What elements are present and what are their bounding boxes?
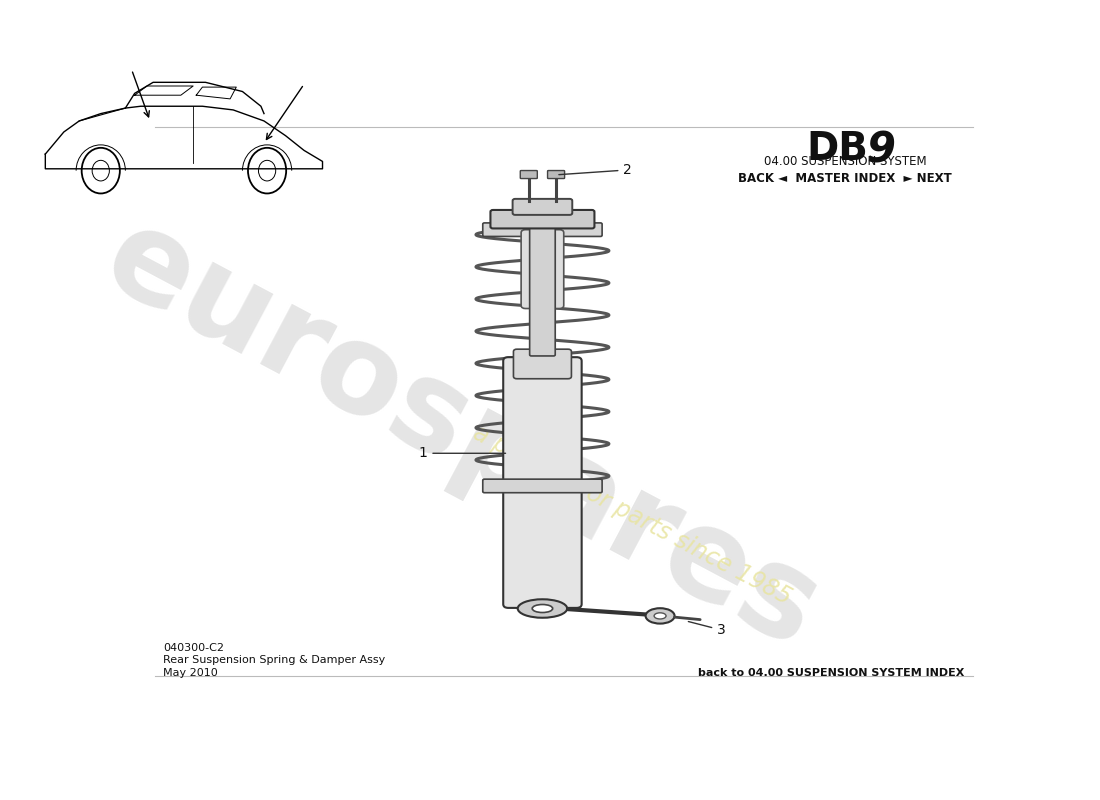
FancyBboxPatch shape bbox=[521, 230, 563, 309]
Ellipse shape bbox=[654, 613, 666, 619]
FancyBboxPatch shape bbox=[548, 170, 564, 178]
FancyBboxPatch shape bbox=[491, 210, 594, 229]
Text: 1: 1 bbox=[418, 446, 506, 460]
FancyBboxPatch shape bbox=[520, 170, 537, 178]
Text: 2: 2 bbox=[559, 163, 632, 177]
Text: DB: DB bbox=[806, 130, 869, 168]
Text: May 2010: May 2010 bbox=[163, 668, 218, 678]
Ellipse shape bbox=[518, 599, 568, 618]
FancyBboxPatch shape bbox=[513, 199, 572, 215]
Text: 9: 9 bbox=[867, 130, 895, 172]
Text: Rear Suspension Spring & Damper Assy: Rear Suspension Spring & Damper Assy bbox=[163, 655, 385, 666]
FancyBboxPatch shape bbox=[503, 357, 582, 608]
Ellipse shape bbox=[532, 605, 552, 613]
Text: 04.00 SUSPENSION SYSTEM: 04.00 SUSPENSION SYSTEM bbox=[763, 154, 926, 167]
FancyBboxPatch shape bbox=[483, 479, 602, 493]
Text: BACK ◄  MASTER INDEX  ► NEXT: BACK ◄ MASTER INDEX ► NEXT bbox=[738, 172, 952, 185]
FancyBboxPatch shape bbox=[514, 349, 571, 378]
Text: eurospares: eurospares bbox=[85, 196, 838, 674]
Text: 3: 3 bbox=[689, 622, 726, 637]
FancyBboxPatch shape bbox=[530, 221, 556, 356]
Text: a passion for parts since 1985: a passion for parts since 1985 bbox=[469, 421, 795, 610]
Ellipse shape bbox=[646, 608, 674, 624]
Text: back to 04.00 SUSPENSION SYSTEM INDEX: back to 04.00 SUSPENSION SYSTEM INDEX bbox=[698, 668, 965, 678]
FancyBboxPatch shape bbox=[483, 223, 602, 237]
Text: 040300-C2: 040300-C2 bbox=[163, 643, 224, 653]
